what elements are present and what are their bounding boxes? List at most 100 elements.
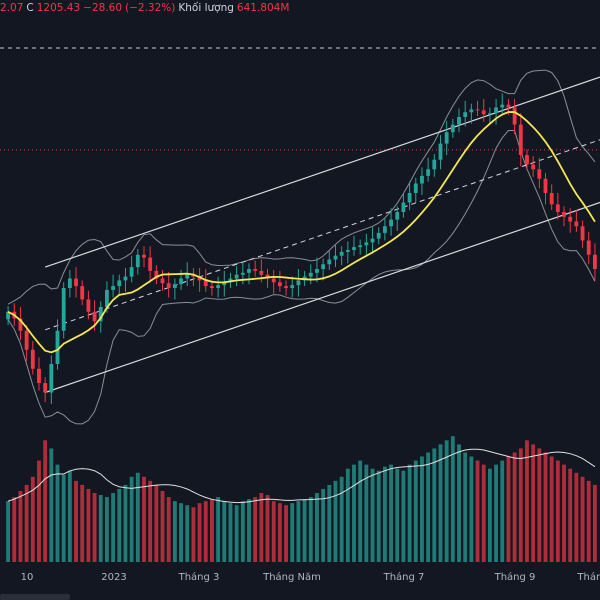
candle-body [487, 113, 492, 115]
x-tick-label: 10 [20, 572, 34, 583]
candle-body [210, 286, 214, 288]
candle-body [111, 286, 116, 290]
candle-body [259, 270, 264, 275]
candle-body [562, 212, 566, 217]
volume-bar [49, 448, 54, 562]
candle-body [345, 250, 350, 252]
volume-bar [438, 444, 443, 562]
time-axis[interactable]: 10 2023 Tháng 3 Tháng Năm Tháng 7 Tháng … [0, 570, 600, 588]
candle-body [395, 212, 400, 220]
candle-body [185, 273, 190, 279]
volume-bar [481, 464, 486, 562]
volume-bar [364, 464, 369, 562]
scroll-handle[interactable] [0, 594, 70, 600]
candle-body [142, 254, 146, 258]
candle-body [413, 183, 418, 193]
x-tick-label: 2023 [101, 572, 127, 583]
volume-bar [222, 501, 227, 562]
candle-body [129, 267, 134, 277]
candle-body [525, 155, 529, 165]
candle-body [24, 330, 29, 350]
candle-body [55, 330, 60, 364]
candle-body [234, 274, 239, 279]
volume-bar [67, 470, 72, 562]
candle-body [160, 278, 165, 284]
candle-body [315, 269, 319, 273]
volume-bar [154, 484, 159, 562]
candle-body [568, 216, 573, 222]
candle-body [321, 264, 326, 269]
candle-body [74, 278, 78, 287]
candle-body [420, 175, 424, 184]
candle-body [166, 283, 171, 288]
candle-body [80, 286, 85, 300]
change-percent: (−2.32%) [125, 2, 176, 14]
candle-body [154, 270, 159, 279]
volume-bar [74, 480, 78, 562]
volume-bar [284, 505, 288, 562]
volume-bar [308, 497, 313, 562]
volume-bar [562, 464, 566, 562]
x-tick-label: Tháng 9 [494, 572, 536, 583]
volume-bar [382, 466, 387, 562]
volume-bar [86, 488, 91, 562]
volume-bar [475, 460, 480, 562]
volume-bar [166, 497, 171, 562]
volume-bar [413, 460, 418, 562]
candle-body [333, 255, 338, 260]
volume-value: 641.804M [236, 2, 290, 14]
volume-bar [302, 499, 307, 562]
candle-body [574, 221, 579, 227]
candle-body [450, 124, 455, 133]
candle-body [6, 311, 11, 320]
volume-bar [6, 501, 11, 562]
volume-bar [487, 468, 492, 562]
volume-bar [339, 476, 344, 562]
volume-bar [518, 448, 523, 562]
moving-average-line [7, 111, 596, 354]
candle-body [67, 278, 72, 288]
candle-body [444, 132, 449, 144]
volume-bar [420, 456, 424, 562]
candle-body [463, 112, 468, 117]
volume-bar [370, 468, 375, 562]
scroll-strip[interactable] [0, 592, 600, 600]
volume-bar [179, 503, 183, 562]
volume-bar [537, 448, 542, 562]
candle-body [296, 280, 301, 286]
volume-bar [12, 497, 17, 562]
volume-bar [352, 464, 356, 562]
candle-body [555, 204, 560, 212]
volume-bar [296, 501, 301, 562]
candle-body [352, 247, 356, 250]
volume-bar [407, 464, 412, 562]
volume-bar [450, 436, 455, 562]
x-tick-label: Tháng 3 [178, 572, 220, 583]
candle-body [376, 232, 381, 239]
candle-body [247, 269, 251, 273]
volume-bar [506, 456, 511, 562]
candle-body [469, 109, 474, 113]
volume-bar [18, 491, 23, 562]
candle-body [179, 278, 183, 285]
candle-body [37, 368, 41, 383]
volume-bar [160, 491, 165, 562]
volume-bar [401, 470, 406, 562]
volume-bar [315, 493, 319, 562]
volume-bar [290, 503, 295, 562]
candle-body [284, 286, 288, 288]
channel-median-line [44, 139, 600, 331]
volume-bar [123, 484, 128, 562]
volume-label: Khối lượng [178, 2, 234, 14]
candle-body [172, 284, 177, 288]
volume-bar [259, 493, 264, 562]
candle-body [148, 257, 153, 271]
volume-bar [525, 440, 529, 562]
candle-body [494, 107, 498, 114]
candle-body [401, 202, 406, 212]
close-label: C [26, 2, 34, 14]
candle-body [117, 280, 122, 287]
volume-bar [117, 488, 122, 562]
